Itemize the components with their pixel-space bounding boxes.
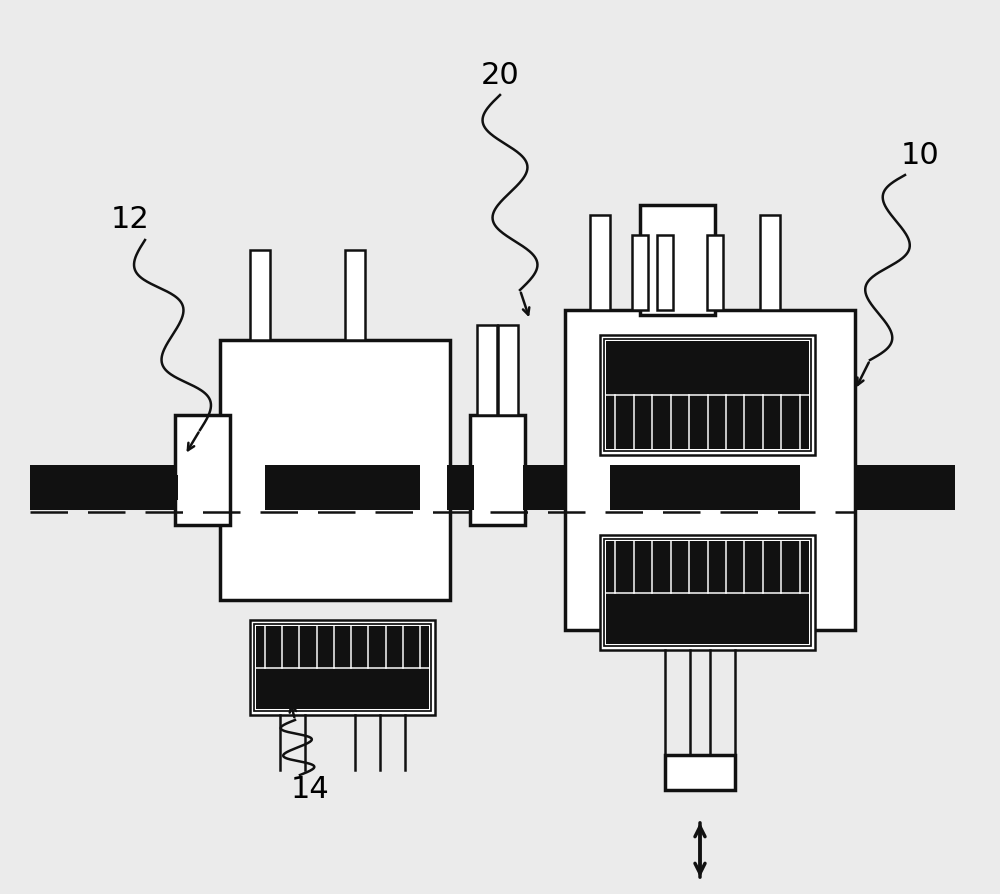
Bar <box>600 535 815 650</box>
Bar <box>170 475 178 500</box>
Text: 10: 10 <box>901 140 939 170</box>
Text: 12: 12 <box>111 206 149 234</box>
Bar <box>498 325 518 415</box>
Bar <box>256 626 429 709</box>
Bar <box>604 339 811 451</box>
Bar <box>604 539 811 646</box>
Bar <box>254 624 431 711</box>
Text: 14: 14 <box>291 775 329 805</box>
Bar <box>220 340 450 600</box>
Bar <box>175 415 230 525</box>
Bar <box>610 465 800 510</box>
Text: 20: 20 <box>481 61 519 89</box>
Bar <box>250 250 270 340</box>
Bar <box>707 235 723 310</box>
Bar <box>345 250 365 340</box>
Bar <box>606 541 809 644</box>
Bar <box>665 755 735 790</box>
Bar <box>30 465 175 510</box>
Bar <box>760 215 780 310</box>
Bar <box>600 335 815 455</box>
Bar <box>477 325 497 415</box>
Bar <box>447 465 474 510</box>
Bar <box>590 215 610 310</box>
Bar <box>250 620 435 715</box>
Bar <box>855 465 955 510</box>
Bar <box>606 341 809 449</box>
Bar <box>265 465 420 510</box>
Bar <box>640 205 715 315</box>
Bar <box>470 415 525 525</box>
Bar <box>657 235 673 310</box>
Bar <box>523 465 567 510</box>
Bar <box>632 235 648 310</box>
Bar <box>565 310 855 630</box>
